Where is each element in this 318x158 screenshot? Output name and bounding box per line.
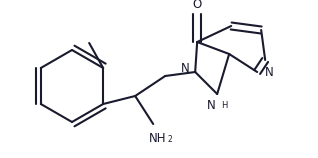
Text: N: N [206, 98, 215, 112]
Text: 2: 2 [167, 136, 172, 145]
Text: N: N [181, 61, 190, 75]
Text: N: N [265, 66, 274, 79]
Text: O: O [193, 0, 202, 10]
Text: H: H [221, 100, 228, 109]
Text: NH: NH [149, 131, 166, 145]
